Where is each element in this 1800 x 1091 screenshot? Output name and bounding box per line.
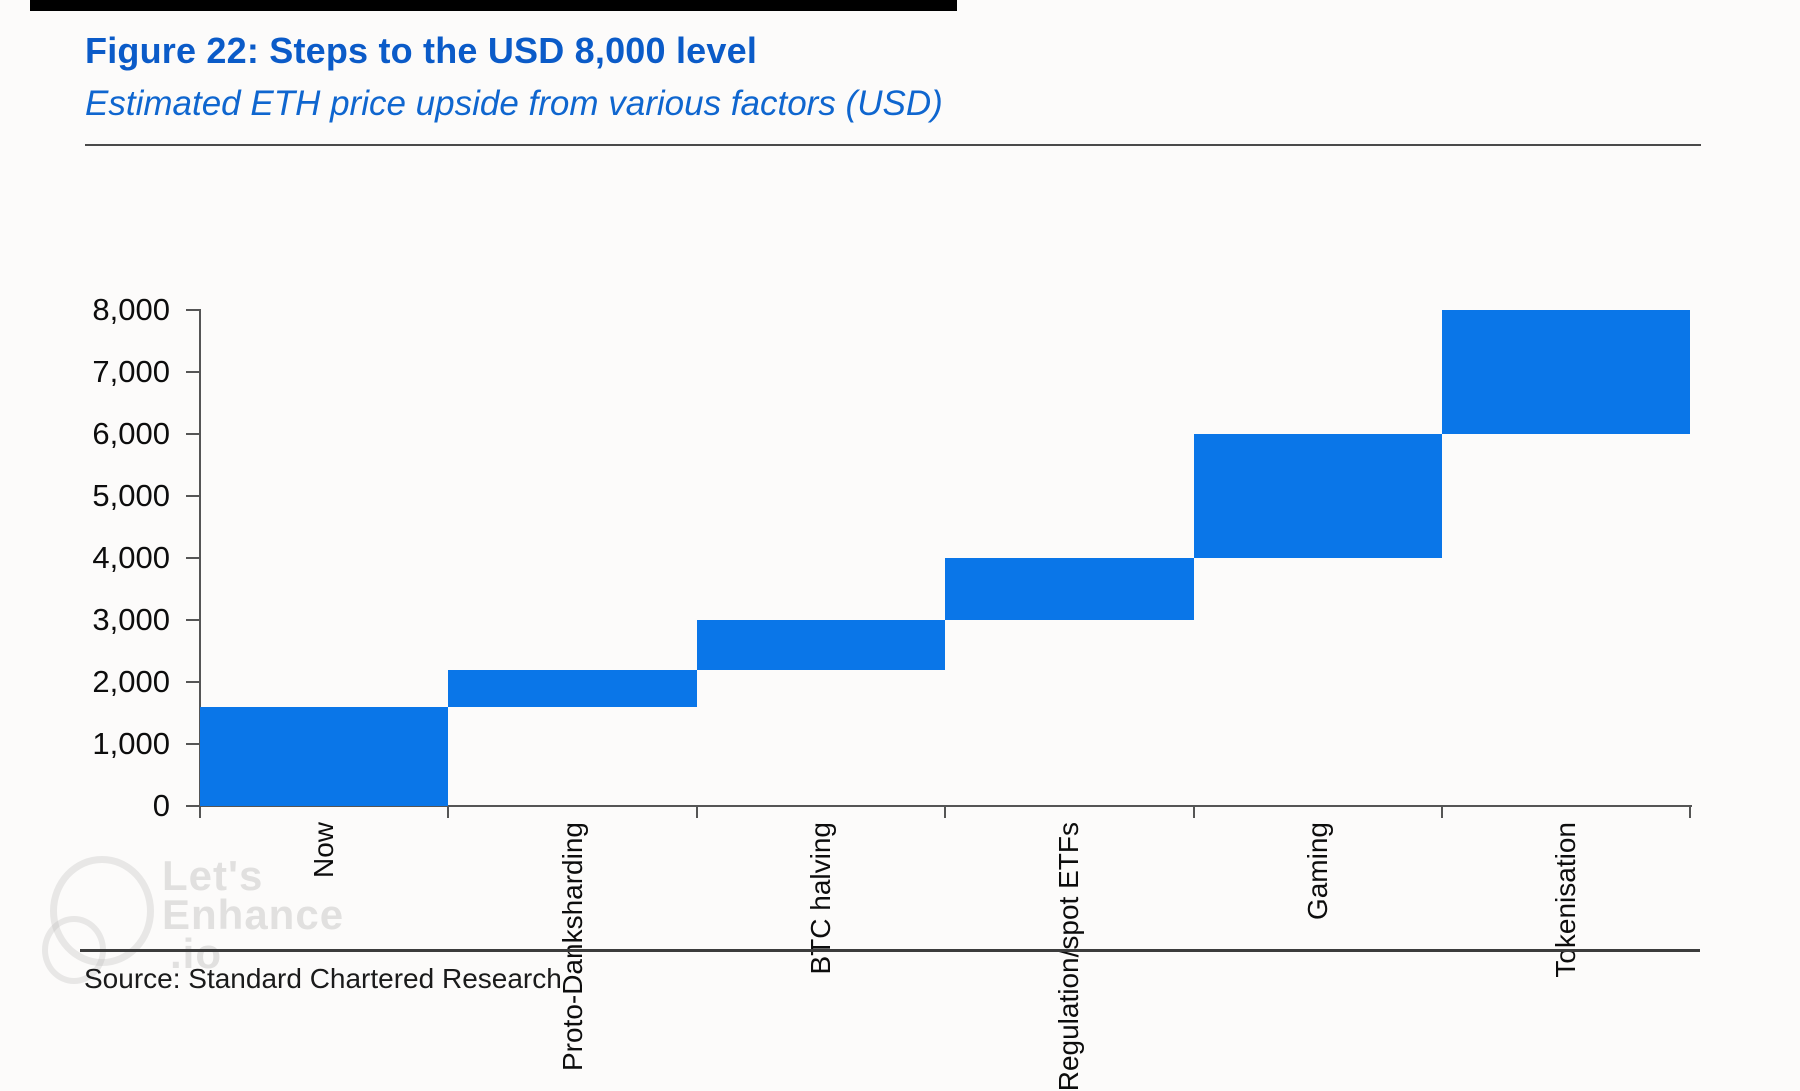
y-axis-label-2000: 2,000 xyxy=(92,664,170,699)
x-axis-label-text-proto-danksharding: Proto-Danksharding xyxy=(556,822,588,1072)
y-axis-label-8000: 8,000 xyxy=(92,292,170,327)
bar-btc-halving xyxy=(696,620,946,670)
figure-subtitle: Estimated ETH price upside from various … xyxy=(85,84,943,123)
x-axis-label-text-tokenisation: Tokenisation xyxy=(1550,822,1582,978)
x-axis-label-proto-danksharding: Proto-Danksharding xyxy=(557,822,807,1071)
x-axis-label-text-now: Now xyxy=(308,822,340,879)
figure-title: Figure 22: Steps to the USD 8,000 level xyxy=(85,30,758,71)
y-axis-tick-5000 xyxy=(186,495,199,497)
top-black-bar xyxy=(30,0,957,11)
y-axis-tick-0 xyxy=(186,805,199,807)
y-axis-label-0: 0 xyxy=(152,788,170,823)
y-axis-label-6000: 6,000 xyxy=(92,416,170,451)
y-axis-tick-1000 xyxy=(186,743,199,745)
y-axis-tick-3000 xyxy=(186,619,199,621)
y-axis-tick-6000 xyxy=(186,433,199,435)
y-axis-label-4000: 4,000 xyxy=(92,540,170,575)
x-axis-tick-6 xyxy=(1689,807,1692,818)
watermark-line-1: Let's xyxy=(162,852,264,899)
x-axis-label-regulation-spot-etfs: Regulation/spot ETFs xyxy=(1053,822,1323,1091)
x-axis-label-text-regulation-spot-etfs: Regulation/spot ETFs xyxy=(1053,822,1085,1091)
bar-tokenisation xyxy=(1442,310,1691,434)
bar-now xyxy=(200,706,449,806)
y-axis-tick-8000 xyxy=(186,309,199,311)
y-axis-tick-7000 xyxy=(186,371,199,373)
y-axis-line xyxy=(199,309,201,807)
watermark-line-2: Enhance xyxy=(162,891,345,938)
y-axis-label-1000: 1,000 xyxy=(92,726,170,761)
figure-top-border xyxy=(85,144,1701,146)
bar-proto-danksharding xyxy=(448,669,697,707)
y-axis-label-7000: 7,000 xyxy=(92,354,170,389)
watermark-line-3: .io xyxy=(170,930,222,977)
y-axis-label-3000: 3,000 xyxy=(92,602,170,637)
x-axis-tick-4 xyxy=(1192,807,1195,818)
footer-separator-line xyxy=(80,949,1700,952)
plot-area: 0 1,000 2,000 3,000 4,000 5,000 6,000 7,000 8,00… xyxy=(0,146,1800,1091)
x-axis-tick-1 xyxy=(447,807,450,818)
x-axis-label-gaming: Gaming xyxy=(1302,822,1401,920)
x-axis-label-now: Now xyxy=(308,822,365,878)
x-axis-label-btc-halving: BTC halving xyxy=(805,822,959,975)
x-axis-label-tokenisation: Tokenisation xyxy=(1550,822,1707,978)
y-axis-tick-2000 xyxy=(186,681,199,683)
bar-regulation-spot-etfs xyxy=(945,558,1194,620)
x-axis-line xyxy=(199,805,1692,807)
source-text: Source: Standard Chartered Research xyxy=(84,963,562,994)
y-axis-tick-4000 xyxy=(186,557,199,559)
x-axis-label-text-gaming: Gaming xyxy=(1301,822,1333,921)
x-axis-tick-5 xyxy=(1441,807,1443,818)
bar-gaming xyxy=(1193,434,1442,558)
x-axis-tick-2 xyxy=(695,807,698,818)
x-axis-tick-0 xyxy=(199,807,201,818)
y-axis-label-5000: 5,000 xyxy=(92,478,170,513)
x-axis-tick-3 xyxy=(944,807,947,818)
